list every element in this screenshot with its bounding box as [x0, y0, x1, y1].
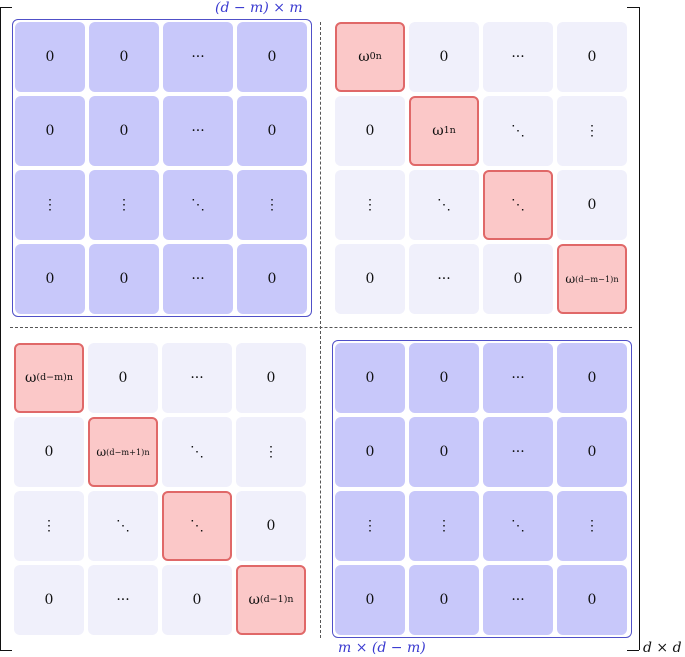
matrix-cell: 0 [557, 22, 627, 92]
diagonal-cell: ⋱ [483, 170, 553, 240]
matrix-cell: ··· [88, 565, 158, 635]
matrix-cell: 0 [237, 244, 307, 314]
matrix-cell: 0 [14, 565, 84, 635]
matrix-cell: 0 [89, 244, 159, 314]
matrix-cell: ⋱ [162, 417, 232, 487]
matrix-cell: ⋱ [88, 491, 158, 561]
diagonal-cell: ω (d−1)n [236, 565, 306, 635]
matrix-cell: ⋮ [557, 491, 627, 561]
top-left-block-frame [12, 19, 312, 317]
matrix-cell: 0 [15, 96, 85, 166]
left-bracket [0, 7, 1, 650]
bottom-dimension-label: m × (d − m) [338, 640, 426, 656]
top-dimension-label: (d − m) × m [215, 0, 303, 16]
matrix-cell: 0 [14, 417, 84, 487]
matrix-cell: 0 [409, 417, 479, 487]
matrix-cell: 0 [237, 22, 307, 92]
matrix-cell: 0 [557, 565, 627, 635]
matrix-cell: ⋱ [483, 96, 553, 166]
matrix-cell: ··· [483, 417, 553, 487]
matrix-cell: 0 [557, 343, 627, 413]
matrix-cell: ··· [483, 565, 553, 635]
matrix-cell: ⋮ [335, 491, 405, 561]
matrix-cell: ⋱ [483, 491, 553, 561]
right-bracket-bottom [627, 650, 639, 651]
matrix-cell: ⋱ [409, 170, 479, 240]
matrix-cell: ··· [483, 343, 553, 413]
diagonal-cell: ⋱ [162, 491, 232, 561]
horizontal-divider [10, 327, 632, 328]
diagonal-cell: ω 0n [335, 22, 405, 92]
matrix-cell: 0 [89, 22, 159, 92]
matrix-cell: ⋮ [14, 491, 84, 561]
matrix-cell: 0 [335, 244, 405, 314]
matrix-cell: 0 [89, 96, 159, 166]
matrix-cell: 0 [483, 244, 553, 314]
diagonal-cell: ω (d−m+1)n [88, 417, 158, 487]
bottom-right-block-frame [332, 340, 632, 638]
matrix-cell: ··· [163, 22, 233, 92]
matrix-cell: 0 [335, 565, 405, 635]
vertical-divider [320, 22, 321, 638]
matrix-cell: ··· [162, 343, 232, 413]
matrix-cell: 0 [15, 244, 85, 314]
right-bracket [639, 7, 640, 650]
matrix-cell: ⋮ [335, 170, 405, 240]
matrix-cell: ⋮ [557, 96, 627, 166]
matrix-cell: ··· [483, 22, 553, 92]
matrix-cell: 0 [557, 170, 627, 240]
right-bracket-top [627, 7, 639, 8]
matrix-cell: 0 [409, 343, 479, 413]
matrix-cell: 0 [237, 96, 307, 166]
matrix-cell: 0 [236, 343, 306, 413]
matrix-cell: 0 [409, 565, 479, 635]
matrix-cell: ⋮ [236, 417, 306, 487]
matrix-cell: 0 [409, 22, 479, 92]
matrix-cell: ⋮ [237, 170, 307, 240]
matrix-cell: 0 [162, 565, 232, 635]
left-bracket-top [0, 7, 12, 8]
matrix-cell: 0 [335, 343, 405, 413]
matrix-cell: 0 [557, 417, 627, 487]
matrix-size-label: d × d [643, 640, 682, 656]
matrix-cell: ⋮ [89, 170, 159, 240]
matrix-cell: 0 [335, 417, 405, 487]
matrix-cell: ··· [409, 244, 479, 314]
left-bracket-bottom [0, 650, 12, 651]
matrix-cell: ··· [163, 96, 233, 166]
matrix-cell: 0 [15, 22, 85, 92]
diagonal-cell: ω (d−m)n [14, 343, 84, 413]
matrix-cell: ⋮ [15, 170, 85, 240]
matrix-cell: ⋱ [163, 170, 233, 240]
matrix-cell: 0 [88, 343, 158, 413]
matrix-cell: ··· [163, 244, 233, 314]
diagonal-cell: ω 1n [409, 96, 479, 166]
matrix-cell: ⋮ [409, 491, 479, 561]
matrix-cell: 0 [236, 491, 306, 561]
matrix-cell: 0 [335, 96, 405, 166]
diagonal-cell: ω (d−m−1)n [557, 244, 627, 314]
